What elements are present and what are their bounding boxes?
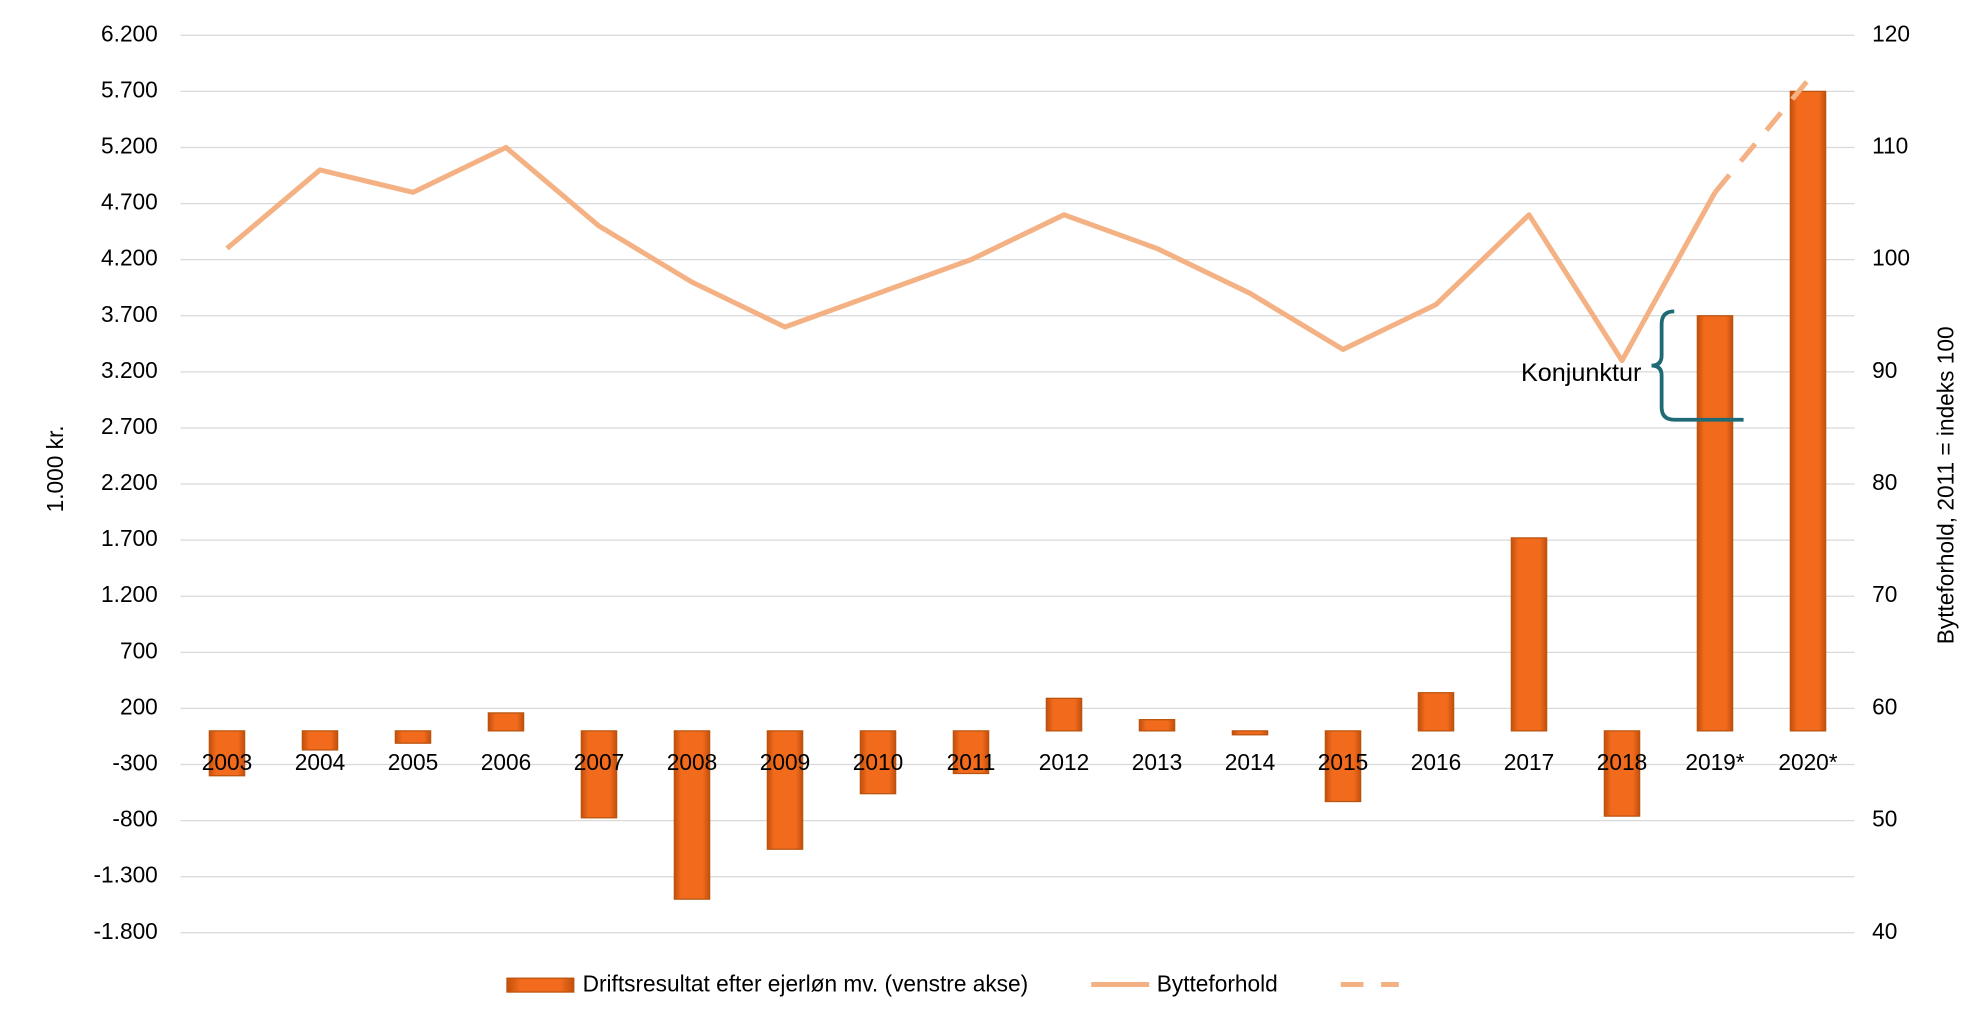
- y2-tick-label: 60: [1872, 693, 1897, 719]
- x-tick-label: 2004: [295, 749, 345, 775]
- bar: [952, 730, 990, 775]
- bar: [1417, 692, 1455, 732]
- legend-label: Bytteforhold: [1157, 971, 1278, 997]
- y-tick-label: 4.200: [101, 245, 158, 271]
- legend-swatch: [506, 977, 575, 993]
- labels: -1.800 -1.300 -800 -300 200 700 1.200 1.700 2.20…: [94, 20, 1910, 944]
- line: [1713, 78, 1810, 194]
- bar: [1045, 697, 1083, 732]
- lines: [225, 78, 1810, 364]
- y-tick-label: 3.200: [101, 357, 158, 383]
- y-tick-label: 200: [120, 693, 158, 719]
- y2-tick-label: 50: [1872, 806, 1897, 832]
- x-tick-label: 2008: [667, 749, 717, 775]
- bar: [1324, 730, 1362, 803]
- x-tick-label: 2018: [1597, 749, 1647, 775]
- y-tick-label: 2.700: [101, 413, 158, 439]
- x-tick-label: 2006: [481, 749, 531, 775]
- y-tick-label: 700: [120, 637, 158, 663]
- legend: Driftsresultat efter ejerløn mv. (venstr…: [506, 971, 1399, 997]
- bar: [673, 730, 711, 900]
- x-tick-label: 2011: [947, 749, 996, 775]
- annotation-brace: [1651, 309, 1744, 422]
- x-tick-label: 2005: [388, 749, 438, 775]
- y2-tick-label: 120: [1872, 20, 1910, 46]
- annotation: Konjunktur: [1521, 359, 1642, 387]
- bar: [1603, 730, 1641, 817]
- y-tick-label: 1.200: [101, 581, 158, 607]
- y-tick-label: -800: [112, 806, 157, 832]
- y2-axis-title: Bytteforhold, 2011 = indeks 100: [1933, 326, 1959, 644]
- x-tick-label: 2019*: [1685, 749, 1744, 775]
- y2-tick-label: 80: [1872, 469, 1897, 495]
- y-tick-label: -300: [112, 750, 157, 776]
- y-tick-label: 6.200: [101, 20, 158, 46]
- y-tick-label: 1.700: [101, 525, 158, 551]
- bar: [1789, 90, 1827, 732]
- bar: [1510, 537, 1548, 732]
- y2-tick-label: 90: [1872, 357, 1897, 383]
- y-tick-label: 3.700: [101, 301, 158, 327]
- bar: [580, 730, 618, 819]
- x-tick-label: 2013: [1132, 749, 1182, 775]
- y2-tick-label: 70: [1872, 581, 1897, 607]
- x-tick-label: 2009: [760, 749, 810, 775]
- y2-tick-label: 110: [1872, 132, 1908, 158]
- bar: [859, 730, 897, 795]
- y-tick-label: 2.200: [101, 469, 158, 495]
- x-tick-label: 2020*: [1778, 749, 1837, 775]
- bar: [394, 730, 432, 744]
- bar: [766, 730, 804, 850]
- y2-tick-label: 100: [1872, 245, 1910, 271]
- bar: [1138, 719, 1176, 732]
- y-tick-label: 4.700: [101, 189, 158, 215]
- grid: [180, 34, 1855, 934]
- bar: [301, 730, 339, 751]
- x-tick-label: 2012: [1039, 749, 1089, 775]
- legend-label: Driftsresultat efter ejerløn mv. (venstr…: [583, 971, 1029, 997]
- y-tick-label: 5.200: [101, 132, 158, 158]
- x-tick-label: 2017: [1504, 749, 1554, 775]
- x-tick-label: 2014: [1225, 749, 1275, 775]
- bar: [1696, 315, 1734, 732]
- y-tick-label: 5.700: [101, 76, 158, 102]
- bars: [208, 90, 1827, 900]
- bar: [1231, 730, 1269, 736]
- y-axis-title: 1.000 kr.: [42, 425, 68, 512]
- y-tick-label: -1.800: [94, 918, 158, 944]
- x-tick-label: 2016: [1411, 749, 1461, 775]
- line: [225, 144, 1718, 364]
- y2-tick-label: 40: [1872, 918, 1897, 944]
- x-tick-label: 2003: [202, 749, 252, 775]
- bar: [208, 730, 246, 777]
- x-tick-label: 2010: [853, 749, 903, 775]
- x-tick-label: 2015: [1318, 749, 1368, 775]
- y-tick-label: -1.300: [94, 862, 158, 888]
- bar: [487, 712, 525, 732]
- x-tick-label: 2007: [574, 749, 624, 775]
